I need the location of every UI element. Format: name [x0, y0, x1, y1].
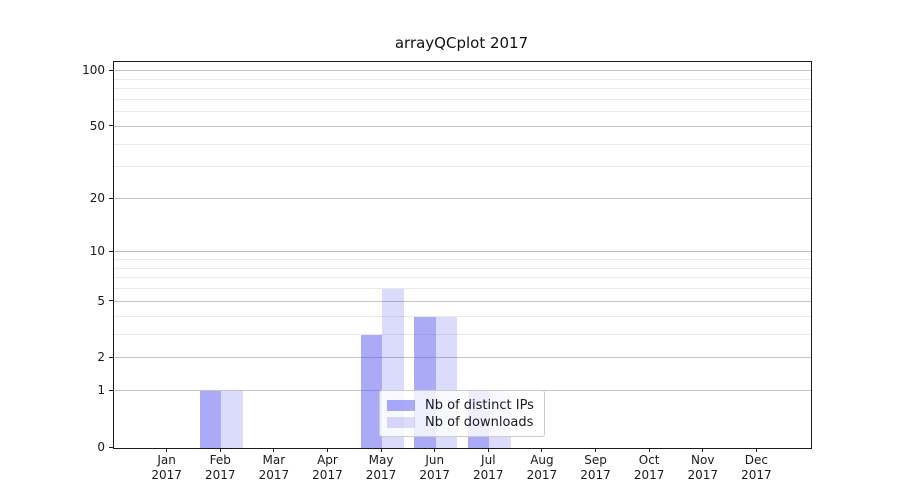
y-tick-label: 1 [97, 383, 105, 398]
x-tick-month: Nov [691, 453, 715, 467]
x-tick-label: Aug 2017 [515, 453, 569, 483]
x-tick-label: Mar 2017 [247, 453, 301, 483]
legend-swatch-distinct-ips [387, 400, 415, 411]
y-tick-mark [109, 300, 113, 302]
x-tick-mark [166, 448, 168, 452]
x-tick-year: 2017 [151, 468, 182, 482]
x-tick-mark [219, 448, 221, 452]
x-tick-year: 2017 [741, 468, 772, 482]
y-tick-label: 0 [97, 440, 105, 454]
x-tick-mark [380, 448, 382, 452]
x-tick-mark [273, 448, 275, 452]
bar-distinct-ips [360, 334, 383, 448]
x-tick-label: Apr 2017 [300, 453, 354, 483]
minor-gridline [114, 258, 811, 260]
y-tick-mark [109, 69, 113, 71]
x-tick-month: Oct [638, 453, 660, 467]
x-tick-month: Jan [157, 453, 176, 467]
major-gridline [114, 125, 811, 127]
legend-label-distinct-ips: Nb of distinct IPs [425, 398, 534, 413]
x-tick-label: Jul 2017 [461, 453, 515, 483]
x-tick-year: 2017 [419, 468, 450, 482]
major-gridline [114, 251, 811, 253]
y-tick-mark [109, 125, 113, 127]
y-tick-label: 50 [89, 118, 105, 133]
minor-gridline [114, 267, 811, 269]
minor-gridline [114, 288, 811, 290]
x-tick-mark [487, 448, 489, 452]
bar-distinct-ips [199, 391, 222, 448]
x-tick-label: Oct 2017 [622, 453, 676, 483]
minor-gridline [114, 315, 811, 317]
x-tick-mark [541, 448, 543, 452]
y-tick-label: 10 [89, 244, 105, 259]
major-gridline [114, 70, 811, 71]
y-tick-label: 5 [97, 293, 105, 308]
x-tick-label: Feb 2017 [193, 453, 247, 483]
y-tick-mark [109, 356, 113, 358]
x-tick-year: 2017 [687, 468, 719, 482]
x-tick-mark [434, 448, 436, 452]
x-tick-year: 2017 [365, 468, 397, 482]
legend-swatch-downloads [387, 417, 415, 428]
x-tick-year: 2017 [473, 468, 504, 482]
minor-gridline [114, 143, 811, 145]
y-tick-label: 2 [97, 350, 105, 365]
x-tick-month: Jul [481, 453, 496, 467]
bar-downloads [221, 391, 243, 448]
minor-gridline [114, 78, 811, 80]
x-tick-year: 2017 [633, 468, 665, 482]
x-tick-mark [702, 448, 704, 452]
y-tick-mark [109, 197, 113, 199]
legend-label-downloads: Nb of downloads [425, 415, 534, 430]
legend: Nb of distinct IPs Nb of downloads [379, 390, 545, 437]
x-tick-mark [755, 448, 757, 452]
minor-gridline [114, 111, 811, 113]
minor-gridline [114, 98, 811, 100]
x-tick-month: Apr [317, 453, 338, 467]
major-gridline [114, 198, 811, 200]
x-tick-month: May [368, 453, 394, 467]
x-tick-label: Jun 2017 [408, 453, 462, 483]
y-tick-mark [109, 389, 113, 391]
minor-gridline [114, 277, 811, 279]
x-tick-label: Dec 2017 [729, 453, 783, 483]
y-tick-label: 100 [82, 63, 105, 77]
x-tick-mark [595, 448, 597, 452]
legend-item-downloads: Nb of downloads [387, 414, 536, 431]
legend-item-distinct-ips: Nb of distinct IPs [387, 397, 536, 414]
x-tick-month: Aug [530, 453, 554, 467]
chart-title: arrayQCplot 2017 [394, 34, 529, 52]
x-tick-year: 2017 [580, 468, 611, 482]
x-tick-month: Mar [262, 453, 286, 467]
x-tick-year: 2017 [258, 468, 290, 482]
minor-gridline [114, 166, 811, 168]
major-gridline [114, 357, 811, 359]
x-tick-month: Dec [744, 453, 768, 467]
x-tick-year: 2017 [526, 468, 558, 482]
y-tick-label: 20 [89, 191, 105, 206]
minor-gridline [114, 88, 811, 90]
x-tick-month: Sep [584, 453, 607, 467]
y-tick-mark [109, 446, 113, 448]
x-tick-label: Sep 2017 [569, 453, 623, 483]
x-tick-year: 2017 [312, 468, 343, 482]
y-tick-mark [109, 250, 113, 252]
x-tick-label: Nov 2017 [676, 453, 730, 483]
x-tick-mark [326, 448, 328, 452]
major-gridline [114, 300, 811, 302]
x-tick-year: 2017 [204, 468, 236, 482]
x-tick-mark [648, 448, 650, 452]
x-tick-month: Feb [209, 453, 231, 467]
minor-gridline [114, 333, 811, 335]
x-tick-label: May 2017 [354, 453, 408, 483]
x-tick-month: Jun [425, 453, 445, 467]
x-tick-label: Jan 2017 [140, 453, 194, 483]
